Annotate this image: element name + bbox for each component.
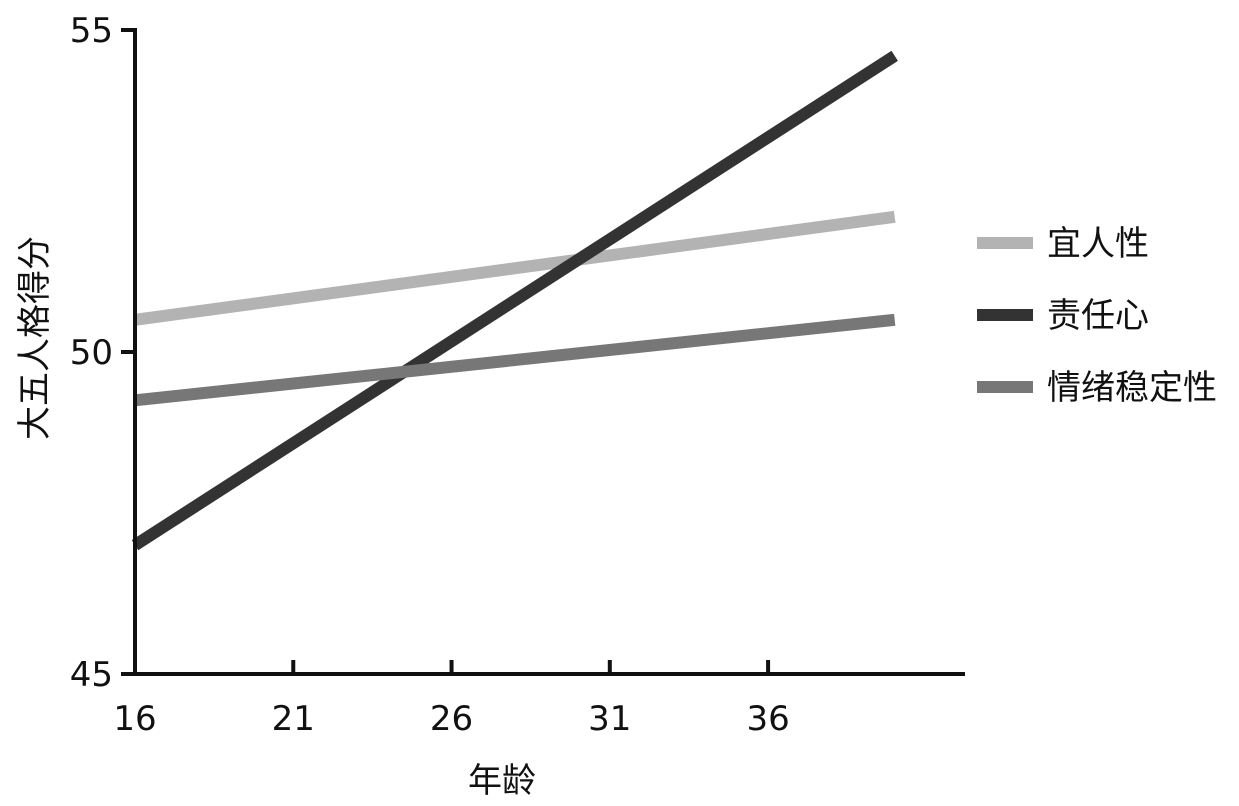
y-tick-label-45: 45 (70, 655, 113, 695)
legend-label-3: 情绪稳定性 (1047, 368, 1217, 408)
series-line-2 (131, 50, 898, 551)
y-axis-title: 大五人格得分 (15, 236, 55, 440)
series-line-3 (134, 313, 896, 407)
y-tick-label-50: 50 (70, 333, 113, 373)
x-tick-label-21: 21 (272, 699, 315, 739)
x-tick-label-16: 16 (113, 699, 156, 739)
legend-label-2: 责任心 (1047, 296, 1149, 336)
y-tick-label-55: 55 (70, 11, 113, 51)
x-tick-label-36: 36 (746, 699, 789, 739)
x-tick-label-26: 26 (430, 699, 473, 739)
ticks: 45 50 55 16 21 26 31 36 (70, 11, 790, 739)
x-axis-title: 年龄 (468, 761, 536, 801)
x-tick-label-31: 31 (588, 699, 631, 739)
series-line-1 (134, 210, 896, 326)
legend-label-1: 宜人性 (1047, 224, 1149, 264)
series-layer (131, 50, 898, 551)
